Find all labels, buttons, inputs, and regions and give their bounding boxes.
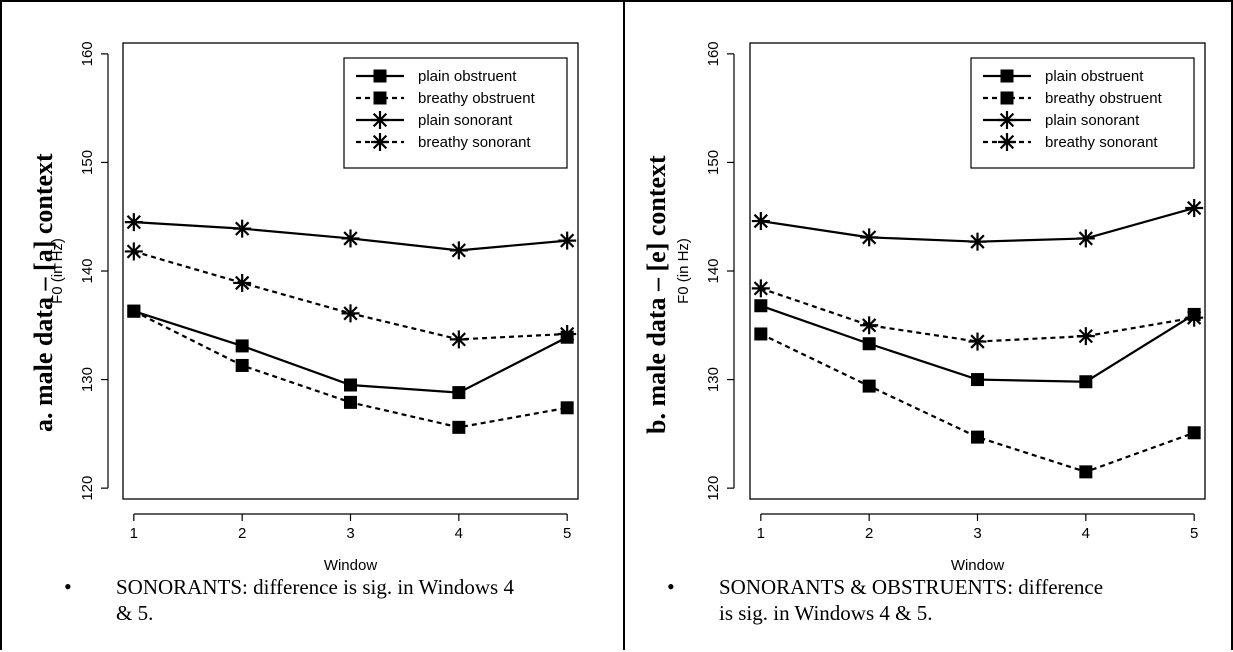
data-point — [124, 242, 143, 261]
bullet-a: • SONORANTS: difference is sig. in Windo… — [64, 574, 624, 634]
bullet-symbol: • — [64, 574, 72, 599]
data-point — [968, 232, 987, 251]
y-axis-label: F0 (in Hz) — [675, 238, 692, 304]
x-tick-label: 3 — [346, 525, 354, 542]
data-point — [558, 324, 577, 343]
data-point — [235, 339, 249, 353]
data-point — [968, 332, 987, 351]
x-tick-label: 1 — [757, 525, 765, 542]
y-tick-label: 150 — [79, 150, 96, 175]
legend-label: breathy sonorant — [418, 134, 531, 151]
data-point — [560, 401, 574, 415]
data-point — [862, 337, 876, 351]
data-point — [124, 213, 143, 232]
y-tick-label: 120 — [79, 476, 96, 501]
data-point — [233, 219, 252, 238]
y-tick-label: 140 — [79, 258, 96, 283]
data-point — [862, 379, 876, 393]
data-point — [860, 316, 879, 335]
legend-marker — [373, 91, 387, 105]
data-point — [344, 395, 357, 409]
legend-label: breathy obstruent — [1045, 90, 1163, 107]
legend-label: breathy sonorant — [1045, 134, 1158, 151]
x-tick-label: 4 — [455, 525, 463, 542]
x-tick-label: 4 — [1082, 525, 1090, 542]
data-point — [1079, 375, 1093, 389]
y-axis-label: F0 (in Hz) — [49, 238, 66, 304]
bullet-line-2: & 5. — [116, 601, 154, 625]
legend-label: plain sonorant — [1045, 112, 1140, 129]
data-point — [971, 373, 984, 387]
legend-label: breathy obstruent — [418, 90, 536, 107]
legend-marker — [998, 111, 1016, 129]
y-tick-label: 160 — [79, 41, 96, 66]
side-title-a: a. male data – [a] context — [29, 152, 58, 432]
plot-frame — [749, 42, 1206, 500]
legend-marker — [1000, 91, 1014, 105]
legend-label: plain sonorant — [418, 112, 513, 129]
data-point — [754, 327, 768, 341]
data-point — [452, 386, 466, 400]
x-axis-label: Window — [951, 557, 1005, 574]
legend-marker — [998, 133, 1016, 151]
chart-b: 1 2 3 4 5 Window 120 130 140 150 160 F0 (in Hz) plai… — [675, 41, 1206, 574]
y-tick-label: 130 — [79, 367, 96, 392]
data-point — [751, 279, 770, 298]
data-point — [860, 228, 879, 247]
data-point — [1185, 308, 1204, 327]
series-line-3 — [133, 250, 568, 341]
legend-marker — [1000, 69, 1014, 83]
data-point — [341, 304, 360, 323]
bullet-line-2: is sig. in Windows 4 & 5. — [719, 601, 933, 625]
legend-label: plain obstruent — [418, 68, 517, 85]
x-axis-label: Window — [324, 557, 378, 574]
x-tick-label: 2 — [238, 525, 246, 542]
x-tick-label: 5 — [1190, 525, 1198, 542]
bullet-text-a: SONORANTS: difference is sig. in Windows… — [116, 574, 514, 626]
legend-marker — [371, 111, 389, 129]
y-tick-label: 120 — [705, 476, 722, 501]
data-point — [754, 299, 768, 313]
x-tick-label: 1 — [130, 525, 138, 542]
data-point — [233, 273, 252, 292]
data-point — [558, 231, 577, 250]
data-point — [235, 358, 249, 372]
data-point — [1076, 229, 1095, 248]
data-point — [452, 420, 466, 434]
y-tick-label: 130 — [705, 367, 722, 392]
data-point — [344, 378, 357, 392]
y-tick-label: 160 — [705, 41, 722, 66]
data-point — [449, 241, 468, 260]
bullet-line-1: SONORANTS: difference is sig. in Windows… — [116, 575, 514, 599]
data-point — [449, 330, 468, 349]
y-tick-label: 150 — [705, 150, 722, 175]
data-point — [971, 430, 984, 444]
bullet-line-1: SONORANTS & OBSTRUENTS: difference — [719, 575, 1104, 599]
bullet-text-b: SONORANTS & OBSTRUENTS: difference is si… — [719, 574, 1103, 626]
data-point — [127, 304, 141, 318]
x-tick-label: 3 — [973, 525, 981, 542]
legend-marker — [371, 133, 389, 151]
bullet-symbol: • — [667, 574, 675, 599]
bullet-b: • SONORANTS & OBSTRUENTS: difference is … — [667, 574, 1227, 634]
data-point — [1187, 426, 1201, 440]
series-line-3 — [760, 287, 1195, 343]
y-tick-label: 140 — [705, 258, 722, 283]
chart-a: 1 2 3 4 5 Window 120 130 140 150 160 F0 (in Hz) plai… — [49, 41, 579, 574]
plot-frame — [122, 42, 579, 500]
data-point — [1079, 465, 1093, 479]
data-point — [1185, 199, 1204, 218]
data-point — [751, 212, 770, 231]
legend-label: plain obstruent — [1045, 68, 1144, 85]
x-tick-label: 2 — [865, 525, 873, 542]
panel-b: 1 2 3 4 5 Window 120 130 140 150 160 F0 (in Hz) plai… — [623, 0, 1233, 650]
data-point — [1076, 327, 1095, 346]
legend-marker — [373, 69, 387, 83]
panel-a: 1 2 3 4 5 Window 120 130 140 150 160 F0 (in Hz) plai… — [0, 0, 625, 650]
side-title-b: b. male data – [e] context — [642, 154, 671, 434]
x-tick-label: 5 — [563, 525, 571, 542]
data-point — [341, 229, 360, 248]
